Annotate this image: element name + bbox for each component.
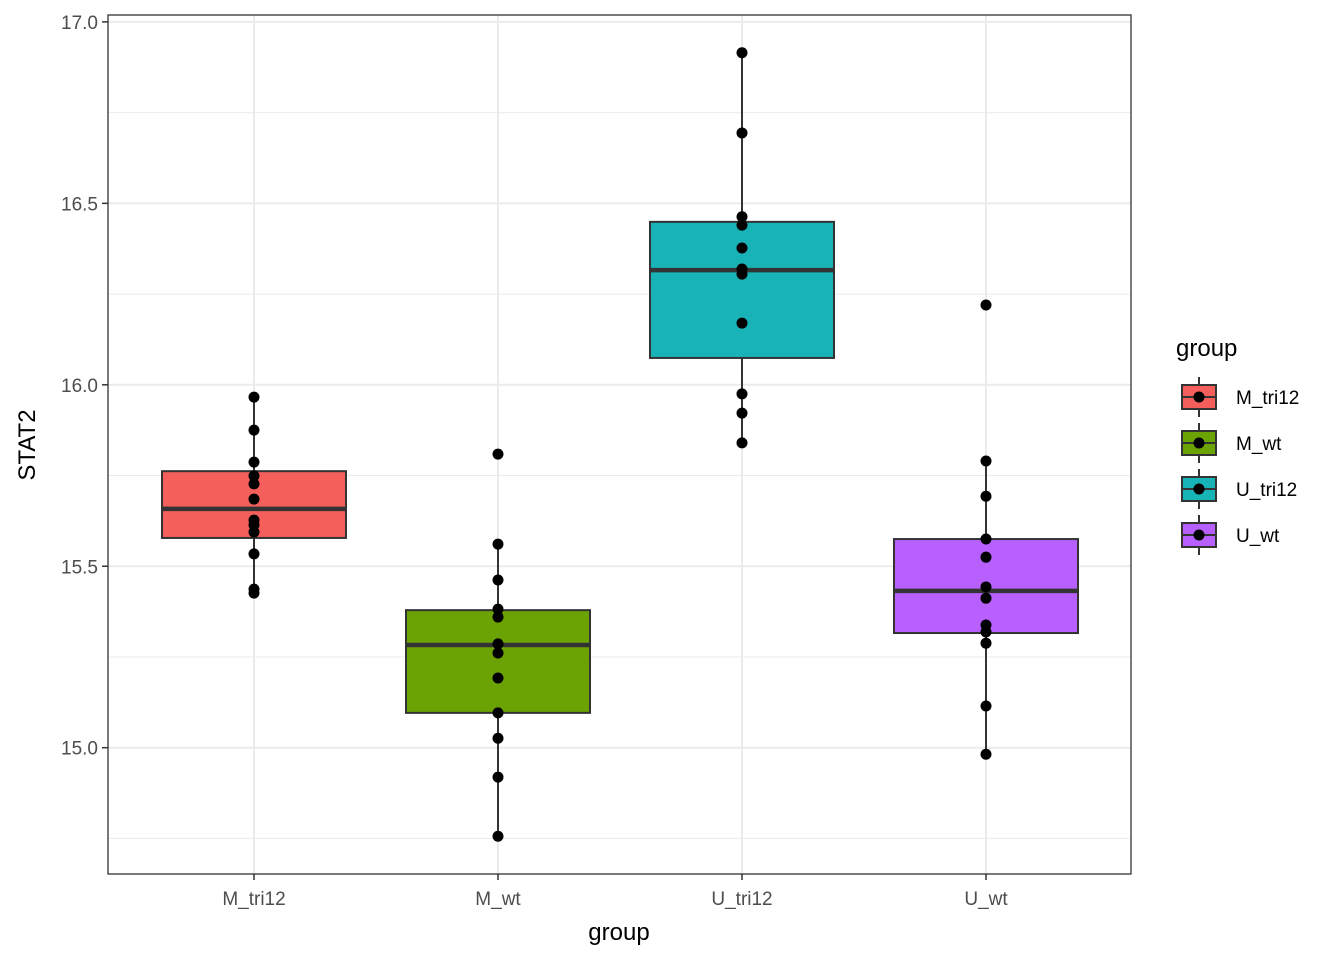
data-point <box>492 448 504 460</box>
data-point <box>736 242 748 254</box>
legend-point-icon <box>1193 483 1205 495</box>
box-iqr <box>405 609 591 714</box>
legend-point-icon <box>1193 437 1205 449</box>
data-point <box>980 455 992 467</box>
data-point <box>492 611 504 623</box>
axis-layer: 15.0 15.5 16.0 16.5 17.0 M_tri12 M_wt U_tri12 U_… <box>61 13 1008 910</box>
x-tick-label: M_wt <box>475 889 521 910</box>
legend-item-U_tri12: U_tri12 <box>1181 469 1297 509</box>
box-U_tri12 <box>649 52 835 443</box>
panel-background <box>108 15 1131 874</box>
data-point <box>980 637 992 649</box>
legend: group M_tri12 M_wt U_tri12 U_wt <box>1176 335 1299 555</box>
legend-title: group <box>1176 335 1237 362</box>
data-point <box>492 647 504 659</box>
data-point <box>736 317 748 329</box>
y-tick-label: 17.0 <box>61 13 98 34</box>
data-point <box>980 490 992 502</box>
box-iqr <box>649 220 835 359</box>
legend-item-M_tri12: M_tri12 <box>1181 377 1299 417</box>
data-point <box>736 127 748 139</box>
data-point <box>980 551 992 563</box>
data-point <box>492 672 504 684</box>
data-point <box>492 574 504 586</box>
x-axis-title: group <box>588 919 649 946</box>
data-point <box>248 548 260 560</box>
data-point <box>736 407 748 419</box>
y-tick-label: 16.5 <box>61 194 98 215</box>
legend-label: U_wt <box>1236 526 1280 547</box>
y-axis-title: STAT2 <box>14 409 41 480</box>
data-point <box>980 748 992 760</box>
x-tick-label: M_tri12 <box>222 889 285 910</box>
data-point <box>248 391 260 403</box>
legend-point-icon <box>1193 529 1205 541</box>
legend-item-U_wt: U_wt <box>1181 515 1280 555</box>
data-point <box>980 626 992 638</box>
x-tick-label: U_wt <box>964 889 1008 910</box>
data-point <box>980 533 992 545</box>
y-tick-label: 15.5 <box>61 557 98 578</box>
legend-label: U_tri12 <box>1236 480 1297 501</box>
data-point <box>248 424 260 436</box>
data-point <box>736 211 748 223</box>
legend-label: M_wt <box>1236 434 1282 455</box>
data-point <box>248 456 260 468</box>
data-point <box>492 538 504 550</box>
data-point <box>248 478 260 490</box>
x-tick-label: U_tri12 <box>711 889 772 910</box>
data-point <box>248 526 260 538</box>
y-tick-label: 16.0 <box>61 376 98 397</box>
data-point <box>980 299 992 311</box>
data-point <box>736 388 748 400</box>
data-point <box>492 771 504 783</box>
data-point <box>492 603 504 615</box>
legend-point-icon <box>1193 391 1205 403</box>
data-point <box>248 470 260 482</box>
legend-item-M_wt: M_wt <box>1181 423 1282 463</box>
legend-label: M_tri12 <box>1236 388 1299 409</box>
data-point <box>248 587 260 599</box>
point-layer <box>248 47 992 842</box>
panel-border <box>107 14 1132 875</box>
data-point <box>736 47 748 59</box>
data-point <box>492 638 504 650</box>
data-point <box>492 830 504 842</box>
data-point <box>736 268 748 280</box>
grid-layer <box>108 15 1131 874</box>
data-point <box>980 700 992 712</box>
data-point <box>980 592 992 604</box>
data-point <box>492 707 504 719</box>
data-point <box>248 493 260 505</box>
data-point <box>492 732 504 744</box>
data-point <box>980 581 992 593</box>
y-tick-label: 15.0 <box>61 739 98 760</box>
data-point <box>736 219 748 231</box>
data-point <box>736 437 748 449</box>
